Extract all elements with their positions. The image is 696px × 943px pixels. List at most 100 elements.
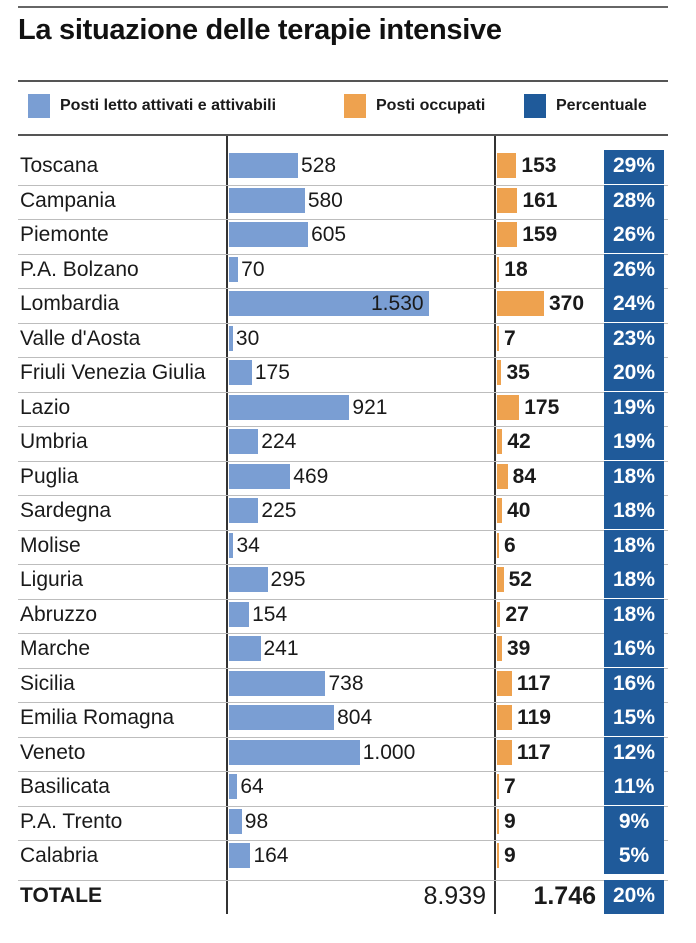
percent-cell: 5% [604,840,664,874]
beds-value-label: 469 [293,464,329,488]
table-row: Calabria 164 9 5% [0,840,696,874]
row-divider [18,426,668,427]
region-label: Lombardia [20,292,120,315]
beds-value-label: 1.000 [362,740,416,764]
total-row: TOTALE 8.939 1.746 20% [0,880,696,914]
row-divider [18,880,668,881]
table-row: Abruzzo 154 27 18% [0,598,696,633]
row-divider [18,598,668,600]
percent-value: 16% [612,671,656,695]
percent-value: 26% [612,257,656,281]
region-label: Umbria [20,430,88,453]
percent-cell: 18% [604,529,664,564]
legend: Posti letto attivati e attivabili Posti … [0,94,696,122]
percent-cell: 18% [604,460,664,495]
percent-cell: 19% [604,426,664,460]
percent-cell: 26% [604,253,664,288]
region-label: Molise [20,533,81,557]
beds-bar [229,291,429,316]
beds-bar [229,153,299,178]
table-row: P.A. Bolzano 70 18 26% [0,253,696,288]
table-row: Lombardia 1.530 370 24% [0,288,696,322]
beds-bar [229,429,259,454]
beds-value-label: 295 [270,568,306,591]
row-divider [18,391,668,393]
region-label: Puglia [20,464,79,488]
legend-label-beds: Posti letto attivati e attivabili [60,97,277,114]
beds-bar [229,567,268,592]
row-divider [18,219,668,220]
percent-value: 18% [612,499,656,522]
percent-cell: 26% [604,219,664,253]
beds-value-label: 921 [352,395,388,419]
beds-bar [229,187,305,213]
beds-value-label: 605 [311,223,347,246]
beds-value-label: 528 [301,154,337,177]
beds-value-label: 175 [254,361,290,384]
table-row: Emilia Romagna 804 119 15% [0,702,696,736]
occupied-column-divider [494,136,496,914]
occupied-value-label: 42 [507,430,531,453]
occupied-bar [497,670,512,696]
beds-value-label: 1.530 [371,292,424,315]
percent-value: 26% [612,223,656,246]
occupied-bar [497,153,517,178]
beds-bar [229,222,309,247]
table-row: P.A. Trento 98 9 9% [0,805,696,840]
total-label: TOTALE [20,884,103,907]
percent-value: 18% [612,602,656,626]
region-label: P.A. Trento [20,809,123,833]
table-row: Sardegna 225 40 18% [0,495,696,529]
percent-cell: 18% [604,598,664,633]
region-label: Valle d'Aosta [20,326,141,350]
legend-label-occupied: Posti occupati [376,97,486,114]
table-row: Valle d'Aosta 30 7 23% [0,322,696,357]
region-label: Liguria [20,568,84,591]
percent-value: 12% [612,740,656,764]
table-row: Piemonte 605 159 26% [0,219,696,253]
occupied-bar [497,705,513,730]
percent-value: 19% [612,395,656,419]
percent-cell: 19% [604,391,664,426]
occupied-bar [497,601,501,627]
percent-cell: 12% [604,736,664,771]
row-divider [18,529,668,531]
occupied-value-label: 35 [506,361,530,384]
row-divider [18,702,668,703]
percent-cell: 16% [604,633,664,667]
percent-value: 23% [612,326,656,350]
beds-value-label: 34 [236,533,260,557]
percent-value: 5% [618,844,650,867]
occupied-value-label: 153 [521,154,557,177]
occupied-value-label: 117 [516,671,551,695]
total-percent-cell: 20% [604,880,664,914]
percent-cell: 24% [604,288,664,322]
percent-value: 9% [618,809,650,833]
occupied-bar [497,325,499,351]
occupied-bar [497,498,503,523]
row-divider [18,667,668,669]
table-row: Basilicata 64 7 11% [0,771,696,805]
row-divider [18,805,668,807]
percent-value: 29% [612,154,656,177]
percent-value: 24% [612,292,656,315]
percent-cell: 16% [604,667,664,702]
occupied-value-label: 7 [504,775,516,798]
table-row: Umbria 224 42 19% [0,426,696,460]
beds-value-label: 154 [252,602,288,626]
occupied-bar [497,843,499,868]
percent-cell: 23% [604,322,664,357]
row-divider [18,357,668,358]
table-row: Toscana 528 153 29% [0,150,696,184]
occupied-bar [497,360,502,385]
occupied-bar [497,394,520,420]
beds-column-divider [226,136,228,914]
beds-bar [229,360,252,385]
beds-value-label: 241 [263,637,299,660]
occupied-value-label: 84 [512,464,537,488]
table-row: Campania 580 161 28% [0,184,696,219]
table-row: Friuli Venezia Giulia 175 35 20% [0,357,696,391]
region-label: Lazio [20,395,71,419]
row-divider [18,633,668,634]
region-label: P.A. Bolzano [20,257,139,281]
